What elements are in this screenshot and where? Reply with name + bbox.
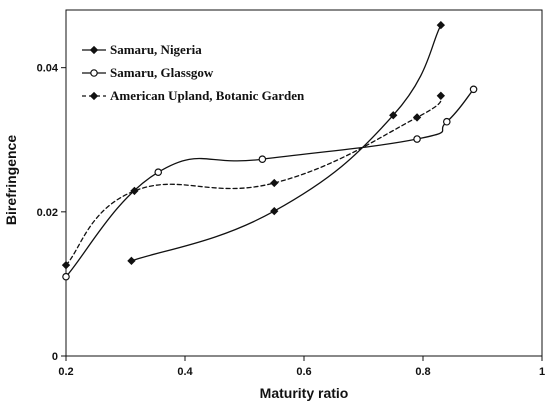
x-tick-label: 0.2	[58, 366, 73, 378]
y-tick-label: 0.02	[37, 207, 58, 219]
series-2-point-4	[413, 135, 421, 143]
series-3	[61, 91, 446, 270]
series-3-point-5	[436, 91, 446, 100]
series-3-point-2	[130, 186, 139, 196]
y-axis-title: Birefringence	[3, 135, 19, 225]
series-3-point-1	[61, 261, 71, 270]
series-line	[130, 24, 442, 262]
series-1	[127, 20, 446, 266]
series-1-point-1	[127, 256, 136, 266]
legend-marker	[89, 45, 99, 55]
x-axis-ticks: 0.2 0.4 0.6 0.8 1	[58, 356, 545, 378]
legend-item-3: American Upland, Botanic Garden	[82, 88, 305, 103]
x-tick-label: 0.4	[177, 366, 193, 378]
legend-item-1: Samaru, Nigeria	[82, 42, 202, 57]
legend-label: Samaru, Glassgow	[110, 65, 214, 80]
series-2	[62, 85, 478, 281]
series-2-point-2	[154, 168, 163, 176]
x-tick-label: 0.6	[296, 366, 311, 378]
y-tick-label: 0.04	[37, 63, 59, 75]
series-line	[65, 95, 442, 266]
series-layer	[61, 20, 478, 281]
series-2-point-3	[258, 155, 267, 164]
legend-label: American Upland, Botanic Garden	[110, 88, 305, 103]
legend-marker	[89, 91, 99, 101]
legend-marker	[90, 69, 98, 77]
series-1-point-2	[270, 206, 279, 216]
series-2-point-5	[442, 117, 451, 126]
series-1-point-4	[436, 20, 446, 30]
legend-label: Samaru, Nigeria	[110, 42, 202, 57]
x-tick-label: 0.8	[415, 366, 430, 378]
series-3-point-3	[270, 178, 279, 188]
y-axis-ticks: 0 0.02 0.04	[37, 63, 66, 363]
series-3-point-4	[412, 113, 422, 122]
series-1-point-3	[389, 111, 398, 120]
series-2-point-1	[62, 272, 70, 281]
x-axis-title: Maturity ratio	[260, 385, 349, 401]
y-tick-label: 0	[52, 351, 58, 363]
series-2-point-6	[469, 85, 478, 94]
legend: Samaru, Nigeria Samaru, Glassgow American …	[82, 42, 305, 103]
series-line	[65, 88, 475, 278]
legend-item-2: Samaru, Glassgow	[82, 65, 214, 80]
plot-frame	[65, 9, 543, 357]
x-tick-label: 1	[539, 366, 545, 378]
